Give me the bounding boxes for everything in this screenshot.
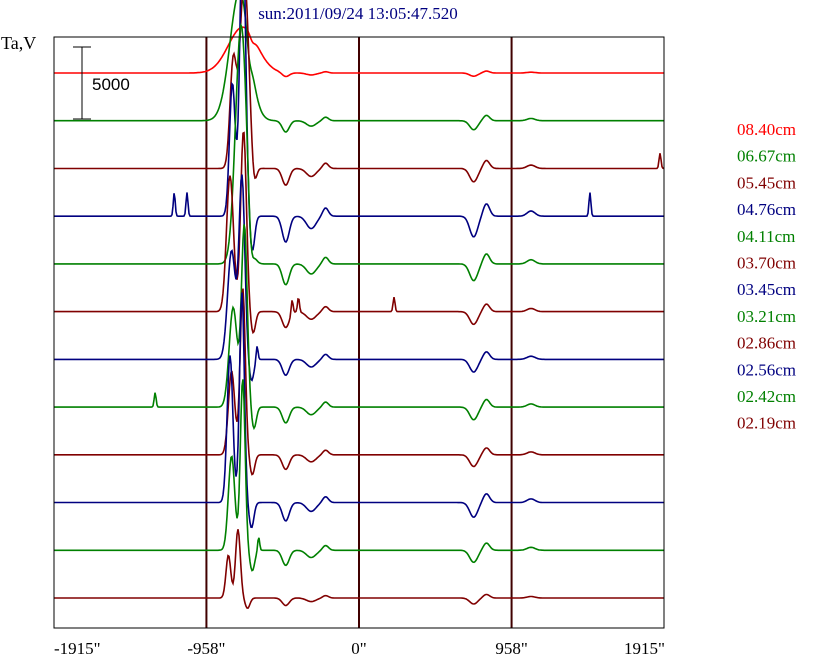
legend-entry: 04.11cm (737, 227, 795, 246)
legend-entry: 04.76cm (737, 200, 796, 219)
trace-02-42cm (54, 379, 664, 572)
scale-bar: 5000 (73, 46, 130, 120)
legend-entry: 05.45cm (737, 173, 796, 192)
legend-entry: 02.19cm (737, 414, 796, 433)
x-tick-label: -958" (187, 639, 225, 658)
trace-06-67cm (54, 0, 664, 133)
plot-frame (53, 36, 665, 629)
trace-04-76cm (54, 0, 664, 251)
trace-02-19cm (54, 529, 664, 609)
legend-entry: 02.42cm (737, 387, 796, 406)
legend-entry: 03.45cm (737, 280, 796, 299)
trace-02-56cm (54, 292, 664, 529)
vertical-marker-lines (205, 37, 513, 628)
legend: 08.40cm 06.67cm 05.45cm 04.76cm 04.11cm 03.70… (737, 120, 796, 433)
trace-03-21cm (54, 224, 664, 431)
legend-entry: 08.40cm (737, 120, 796, 139)
x-tick-label: 0" (351, 639, 366, 658)
trace-02-86cm (54, 288, 664, 476)
x-tick-labels: -1915" -958" 0" 958" 1915" (54, 639, 665, 658)
x-tick-label: -1915" (54, 639, 101, 658)
trace-04-11cm (54, 22, 664, 286)
legend-entry: 02.86cm (737, 334, 796, 353)
x-tick-label: 1915" (624, 639, 665, 658)
trace-03-70cm (54, 131, 664, 335)
legend-entry: 02.56cm (737, 360, 796, 379)
x-tick-label: 958" (495, 639, 527, 658)
trace-group (54, 0, 665, 609)
legend-entry: 06.67cm (737, 147, 796, 166)
chart-title: sun:2011/09/24 13:05:47.520 (258, 4, 458, 23)
legend-entry: 03.70cm (737, 254, 796, 273)
trace-03-45cm (54, 174, 664, 382)
scale-bar-label: 5000 (92, 75, 130, 94)
y-axis-label: Ta,V (1, 33, 36, 53)
legend-entry: 03.21cm (737, 307, 796, 326)
trace-08-40cm (54, 26, 664, 78)
trace-05-45cm (54, 0, 665, 187)
